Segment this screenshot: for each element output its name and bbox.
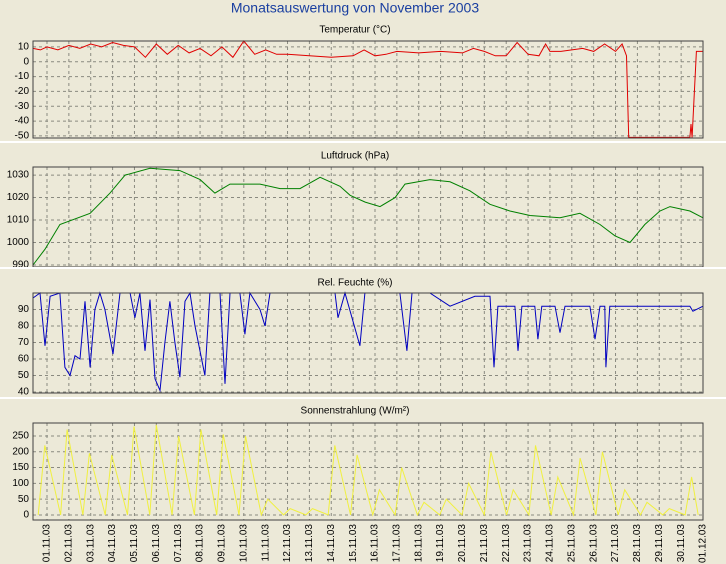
y-tick-label: 1020 bbox=[7, 192, 30, 203]
y-tick-label: -20 bbox=[15, 86, 30, 97]
y-tick-label: 1030 bbox=[7, 170, 30, 181]
y-tick-label: 150 bbox=[12, 462, 29, 473]
x-tick-label: 01.11.03 bbox=[42, 524, 53, 563]
y-tick-label: -50 bbox=[15, 131, 30, 142]
x-tick-label: 01.12.03 bbox=[698, 524, 709, 563]
y-tick-label: 40 bbox=[18, 387, 30, 398]
y-tick-label: 60 bbox=[18, 354, 30, 365]
x-tick-label: 27.11.03 bbox=[610, 524, 621, 563]
x-tick-label: 07.11.03 bbox=[173, 524, 184, 563]
y-tick-label: 200 bbox=[12, 446, 29, 457]
y-tick-label: 80 bbox=[18, 321, 30, 332]
panel-title: Luftdruck (hPa) bbox=[321, 151, 389, 162]
y-tick-label: 990 bbox=[12, 260, 29, 271]
x-tick-label: 20.11.03 bbox=[457, 524, 468, 563]
panel-title: Rel. Feuchte (%) bbox=[317, 278, 392, 289]
x-tick-label: 06.11.03 bbox=[151, 524, 162, 563]
panel-title: Sonnenstrahlung (W/m²) bbox=[301, 406, 410, 417]
y-tick-label: 1010 bbox=[7, 215, 30, 226]
x-tick-label: 03.11.03 bbox=[85, 524, 96, 563]
x-tick-label: 26.11.03 bbox=[588, 524, 599, 563]
x-tick-label: 25.11.03 bbox=[566, 524, 577, 563]
x-tick-label: 23.11.03 bbox=[523, 524, 534, 563]
y-tick-label: 250 bbox=[12, 431, 29, 442]
y-tick-label: 0 bbox=[23, 56, 29, 67]
panel-title: Temperatur (°C) bbox=[319, 25, 390, 36]
plot-area bbox=[33, 167, 703, 267]
y-tick-label: 100 bbox=[12, 478, 29, 489]
data-line bbox=[32, 291, 704, 393]
y-tick-label: 0 bbox=[23, 510, 29, 521]
x-tick-label: 09.11.03 bbox=[217, 524, 228, 563]
x-tick-label: 17.11.03 bbox=[392, 524, 403, 563]
x-tick-label: 22.11.03 bbox=[501, 524, 512, 563]
x-tick-label: 11.11.03 bbox=[260, 524, 271, 562]
data-line bbox=[37, 424, 699, 517]
page-title: Monatsauswertung von November 2003 bbox=[231, 0, 479, 16]
y-tick-label: 10 bbox=[18, 42, 30, 53]
x-tick-label: 18.11.03 bbox=[413, 524, 424, 563]
y-tick-label: -10 bbox=[15, 71, 30, 82]
plot-frame bbox=[32, 422, 704, 521]
x-tick-label: 19.11.03 bbox=[435, 524, 446, 563]
y-tick-label: -40 bbox=[15, 116, 30, 127]
y-tick-label: 1000 bbox=[7, 237, 30, 248]
y-tick-label: -30 bbox=[15, 101, 30, 112]
plot-area bbox=[33, 423, 703, 520]
plot-frame bbox=[32, 292, 704, 394]
x-tick-label: 29.11.03 bbox=[654, 524, 665, 563]
x-tick-label: 30.11.03 bbox=[676, 524, 687, 563]
x-tick-label: 21.11.03 bbox=[479, 524, 490, 563]
x-tick-label: 02.11.03 bbox=[64, 524, 75, 563]
x-tick-label: 04.11.03 bbox=[107, 524, 118, 563]
x-tick-label: 16.11.03 bbox=[370, 524, 381, 563]
x-tick-label: 10.11.03 bbox=[238, 524, 249, 563]
x-tick-label: 24.11.03 bbox=[545, 524, 556, 563]
y-tick-label: 50 bbox=[18, 494, 30, 505]
x-tick-label: 08.11.03 bbox=[195, 524, 206, 563]
x-tick-label: 12.11.03 bbox=[282, 524, 293, 563]
data-line bbox=[32, 167, 704, 266]
x-tick-label: 05.11.03 bbox=[129, 524, 140, 563]
data-line bbox=[32, 40, 703, 138]
y-tick-label: 70 bbox=[18, 337, 30, 348]
x-tick-label: 14.11.03 bbox=[326, 524, 337, 563]
y-tick-label: 50 bbox=[18, 370, 30, 381]
plot-frame bbox=[32, 40, 704, 139]
y-tick-label: 90 bbox=[18, 304, 30, 315]
x-tick-label: 28.11.03 bbox=[632, 524, 643, 563]
plot-area bbox=[33, 41, 703, 138]
x-tick-label: 15.11.03 bbox=[348, 524, 359, 563]
x-tick-label: 13.11.03 bbox=[304, 524, 315, 563]
